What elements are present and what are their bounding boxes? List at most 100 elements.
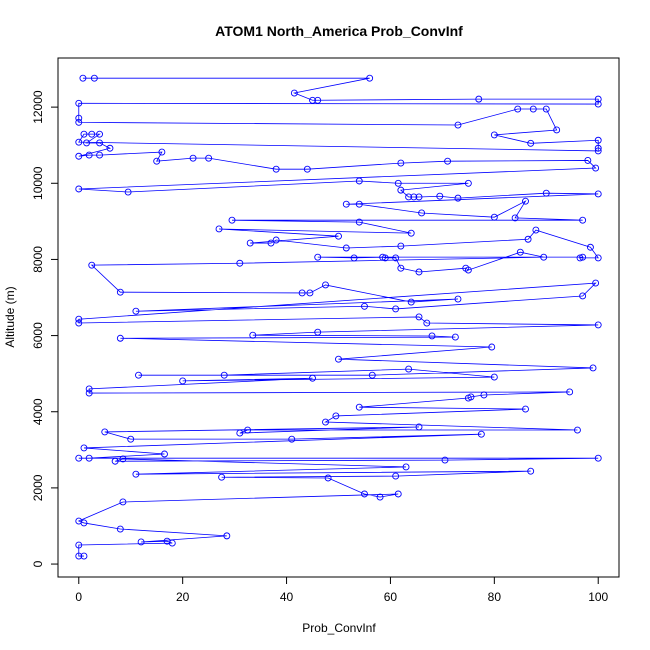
y-tick-label: 6000	[31, 322, 45, 349]
y-axis-label: Altitude (m)	[3, 286, 17, 347]
data-point	[392, 305, 400, 313]
data-point	[488, 343, 496, 351]
data-point	[309, 374, 316, 382]
data-point	[415, 423, 423, 431]
data-point	[594, 321, 602, 329]
data-point	[322, 418, 329, 426]
x-tick-label: 40	[280, 590, 294, 604]
data-point	[79, 74, 87, 82]
data-point	[137, 538, 145, 546]
data-point	[592, 164, 600, 172]
data-point	[361, 302, 368, 310]
y-tick-label: 8000	[31, 246, 45, 273]
data-point	[428, 332, 436, 340]
data-point	[205, 154, 213, 162]
data-point	[85, 389, 93, 397]
data-point	[116, 525, 124, 533]
data-point	[540, 253, 548, 261]
data-point	[80, 130, 88, 138]
data-point	[161, 450, 168, 458]
data-point	[88, 130, 96, 138]
data-point	[361, 490, 368, 498]
data-point	[88, 261, 96, 269]
data-point	[355, 403, 363, 411]
data-point	[454, 194, 462, 202]
data-point	[342, 200, 350, 208]
data-point	[532, 226, 540, 234]
data-point	[75, 541, 83, 549]
data-point	[415, 313, 423, 321]
data-point	[306, 289, 314, 297]
data-point	[80, 552, 88, 560]
y-tick-label: 10000	[31, 166, 45, 200]
data-point	[106, 144, 114, 152]
data-point	[594, 454, 602, 462]
data-point	[407, 298, 415, 306]
data-point	[522, 405, 529, 413]
data-point	[464, 394, 472, 402]
data-point	[75, 315, 83, 323]
data-point	[529, 105, 537, 113]
data-point	[132, 470, 140, 478]
data-point	[418, 209, 426, 217]
data-point	[527, 139, 535, 147]
plot-box	[57, 57, 620, 578]
data-point	[158, 148, 166, 156]
data-point	[101, 428, 109, 436]
data-point	[119, 455, 127, 463]
data-point	[594, 254, 602, 262]
data-point	[584, 156, 592, 164]
data-point	[475, 95, 483, 103]
data-point	[516, 248, 524, 256]
data-point	[189, 154, 197, 162]
data-point	[179, 377, 187, 385]
data-point	[397, 242, 405, 250]
data-point	[464, 266, 472, 274]
data-point	[303, 165, 311, 173]
data-point	[444, 157, 452, 165]
y-tick-label: 0	[31, 560, 45, 567]
data-point	[90, 74, 98, 82]
x-tick-label: 60	[384, 590, 398, 604]
data-point	[397, 159, 405, 167]
data-point	[415, 268, 423, 276]
data-point	[415, 193, 423, 201]
data-line	[77, 77, 600, 557]
x-tick-label: 0	[75, 590, 82, 604]
data-point	[85, 454, 93, 462]
data-point	[514, 105, 522, 113]
data-point	[436, 192, 444, 200]
data-point	[272, 165, 280, 173]
data-point	[314, 96, 322, 104]
data-point	[423, 319, 431, 327]
y-tick-label: 4000	[31, 398, 45, 425]
data-point	[407, 229, 415, 237]
data-point	[579, 253, 587, 261]
y-tick-label: 12000	[31, 90, 45, 124]
data-point	[355, 177, 363, 185]
data-point	[168, 539, 176, 547]
data-point	[309, 96, 316, 104]
x-axis-label: Prob_ConvInf	[302, 621, 376, 635]
data-point	[85, 385, 93, 393]
data-point	[332, 412, 340, 420]
data-point	[355, 218, 363, 226]
data-point	[96, 139, 104, 147]
data-point	[80, 444, 88, 452]
x-tick-label: 100	[588, 590, 608, 604]
data-point	[132, 307, 140, 315]
data-point	[75, 552, 83, 560]
data-point	[119, 498, 127, 506]
data-point	[116, 334, 124, 342]
data-point	[589, 364, 597, 372]
data-point	[75, 152, 83, 160]
data-point	[96, 130, 104, 138]
data-point	[464, 179, 472, 187]
data-point	[75, 99, 83, 107]
data-point	[246, 239, 254, 247]
data-point	[236, 429, 244, 437]
data-point	[394, 179, 402, 187]
data-point	[288, 435, 296, 443]
data-point	[267, 239, 275, 247]
